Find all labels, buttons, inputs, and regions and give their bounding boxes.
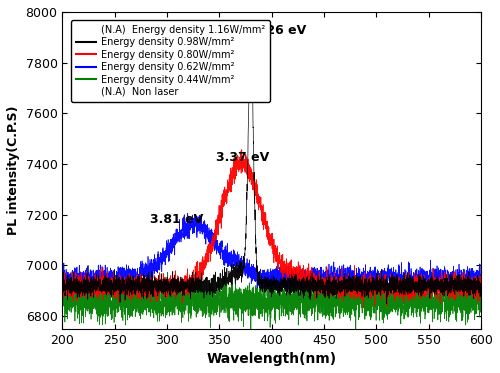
X-axis label: Wavelength(nm): Wavelength(nm): [206, 352, 337, 366]
Y-axis label: PL intensity(C.P.S): PL intensity(C.P.S): [7, 106, 20, 235]
Text: 3.37 eV: 3.37 eV: [216, 151, 270, 164]
Text: 3.81 eV: 3.81 eV: [150, 213, 204, 226]
Legend: (N.A)  Energy density 1.16W/mm², Energy density 0.98W/mm², Energy density 0.80W/: (N.A) Energy density 1.16W/mm², Energy d…: [72, 20, 270, 102]
Text: 3.26 eV: 3.26 eV: [253, 24, 306, 37]
